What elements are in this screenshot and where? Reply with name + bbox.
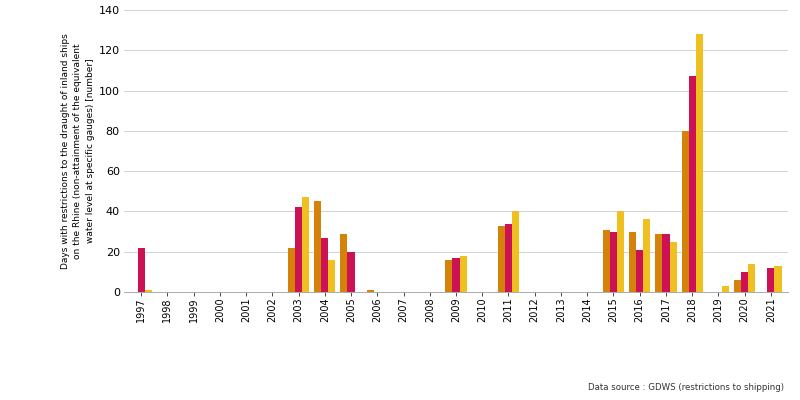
Bar — [446, 260, 453, 292]
Text: Data source : GDWS (restrictions to shipping): Data source : GDWS (restrictions to ship… — [588, 383, 784, 392]
Bar — [670, 242, 677, 292]
Bar — [302, 197, 309, 292]
Bar — [662, 234, 670, 292]
Bar — [682, 131, 689, 292]
Bar — [655, 234, 662, 292]
Bar — [748, 264, 755, 292]
Bar — [512, 212, 519, 292]
Bar — [340, 234, 347, 292]
Bar — [459, 256, 466, 292]
Bar — [453, 258, 459, 292]
Bar — [767, 268, 774, 292]
Bar — [288, 248, 295, 292]
Bar — [314, 201, 322, 292]
Bar — [505, 224, 512, 292]
Bar — [295, 207, 302, 292]
Bar — [498, 226, 505, 292]
Bar — [322, 238, 328, 292]
Bar — [741, 272, 748, 292]
Bar — [734, 280, 741, 292]
Bar — [617, 212, 624, 292]
Bar — [145, 290, 152, 292]
Bar — [603, 230, 610, 292]
Bar — [696, 34, 703, 292]
Bar — [347, 252, 354, 292]
Bar — [722, 286, 729, 292]
Bar — [328, 260, 335, 292]
Bar — [689, 76, 696, 292]
Bar — [366, 290, 374, 292]
Bar — [774, 266, 782, 292]
Bar — [138, 248, 145, 292]
Bar — [636, 250, 643, 292]
Bar — [610, 232, 617, 292]
Y-axis label: Days with restrictions to the draught of inland ships
on the Rhine (non-attainme: Days with restrictions to the draught of… — [61, 33, 94, 269]
Bar — [643, 220, 650, 292]
Bar — [629, 232, 636, 292]
